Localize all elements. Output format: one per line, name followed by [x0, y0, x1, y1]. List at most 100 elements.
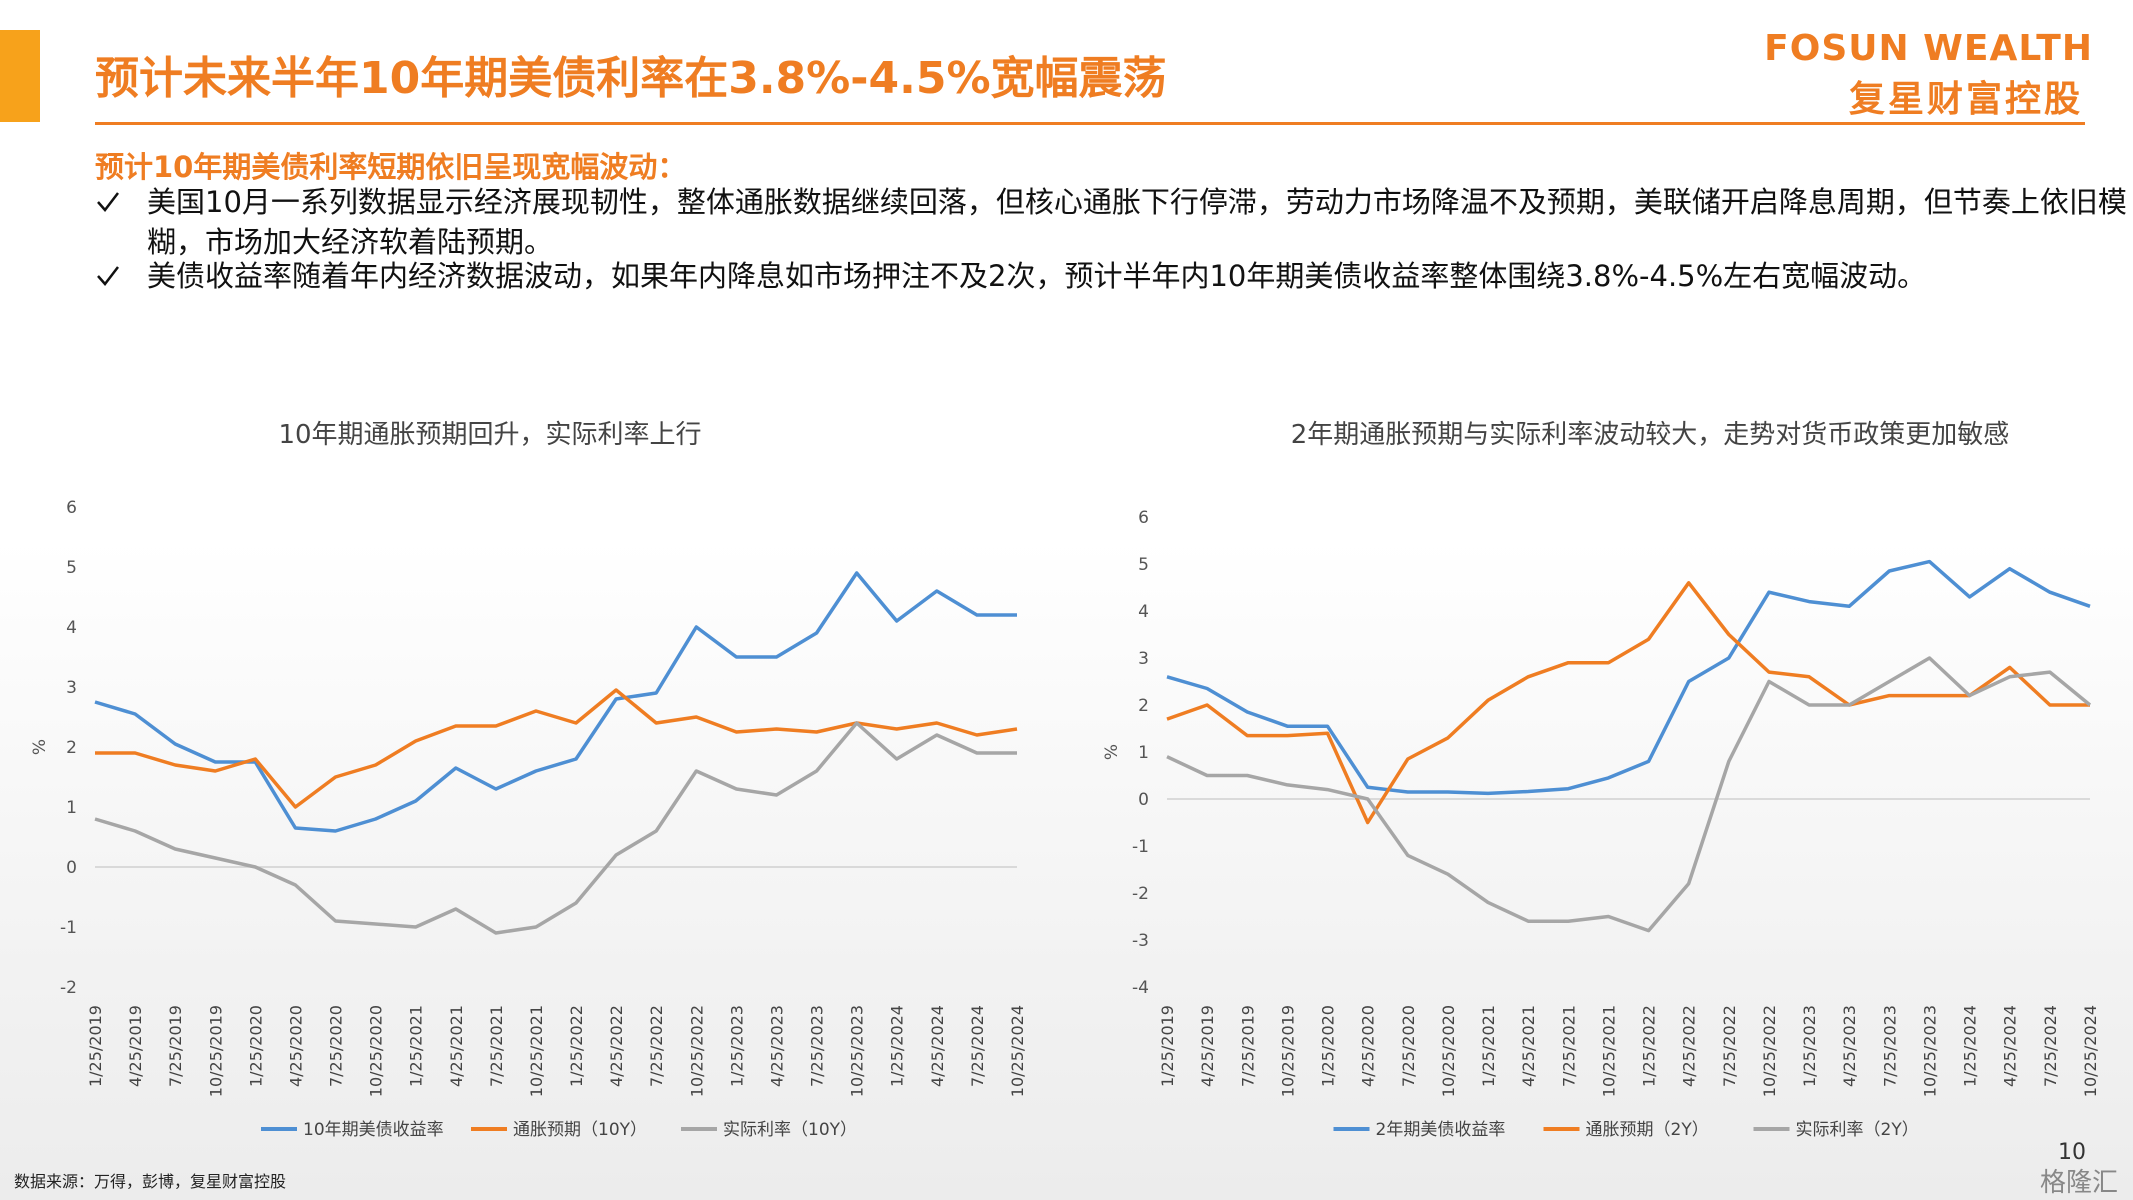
x-tick-label: 7/25/2021 — [487, 1005, 506, 1087]
x-tick-label: 7/25/2023 — [1880, 1005, 1899, 1087]
series-line — [1166, 581, 2090, 825]
x-tick-label: 4/25/2023 — [1840, 1005, 1859, 1087]
y-tick-label: -2 — [60, 978, 77, 998]
x-tick-label: 1/25/2024 — [1961, 1005, 1980, 1087]
y-tick-label: 4 — [1138, 602, 1149, 622]
source-note: 数据来源：万得，彭博，复星财富控股 — [14, 1172, 287, 1191]
x-tick-label: 1/25/2021 — [1479, 1005, 1498, 1087]
subtitle: 预计10年期美债利率短期依旧呈现宽幅波动： — [95, 150, 687, 184]
y-tick-label: 1 — [66, 798, 77, 818]
x-tick-label: 1/25/2019 — [1158, 1005, 1177, 1087]
x-tick-label: 10/25/2021 — [1599, 1005, 1618, 1097]
y-tick-label: 5 — [1138, 555, 1149, 575]
y-tick-label: 2 — [66, 738, 77, 758]
y-axis-label: % — [1102, 744, 1122, 760]
x-tick-label: 1/25/2023 — [1800, 1005, 1819, 1087]
x-tick-label: 7/25/2021 — [1559, 1005, 1578, 1087]
x-tick-label: 4/25/2019 — [1198, 1005, 1217, 1087]
series-line — [95, 688, 1018, 809]
y-tick-label: 3 — [66, 678, 77, 698]
watermark: 格隆汇 — [2040, 1168, 2119, 1198]
legend-label: 通胀预期（10Y） — [513, 1120, 647, 1140]
x-tick-label: 10/25/2021 — [527, 1005, 546, 1097]
x-tick-label: 10/25/2020 — [1439, 1005, 1458, 1097]
x-tick-label: 10/25/2023 — [1920, 1005, 1939, 1097]
x-tick-label: 7/25/2022 — [1720, 1005, 1739, 1087]
y-tick-label: -1 — [1132, 837, 1149, 857]
logo-cn: 复星财富控股 — [1848, 79, 2083, 120]
bullet-text: 美国10月一系列数据显示经济展现韧性，整体通胀数据继续回落，但核心通胀下行停滞，… — [147, 185, 2127, 259]
x-tick-label: 7/25/2020 — [327, 1005, 346, 1087]
x-tick-label: 10/25/2024 — [2081, 1005, 2100, 1097]
header-rule — [95, 122, 2085, 125]
x-tick-label: 7/25/2024 — [2041, 1005, 2060, 1087]
x-tick-label: 1/25/2023 — [727, 1005, 746, 1087]
x-tick-label: 4/25/2019 — [126, 1005, 145, 1087]
legend-label: 通胀预期（2Y） — [1586, 1120, 1709, 1140]
x-tick-label: 10/25/2020 — [367, 1005, 386, 1097]
y-axis-label: % — [30, 739, 50, 755]
x-tick-label: 4/25/2020 — [286, 1005, 305, 1087]
series-line — [1166, 559, 2091, 796]
y-tick-label: 1 — [1138, 743, 1149, 763]
x-tick-label: 7/25/2024 — [968, 1005, 987, 1087]
logo-en: FOSUN WEALTH — [1764, 28, 2093, 69]
bullet-text: 美债收益率随着年内经济数据波动，如果年内降息如市场押注不及2次，预计半年内10年… — [147, 259, 1927, 293]
x-tick-label: 10/25/2023 — [848, 1005, 867, 1097]
x-tick-label: 4/25/2022 — [1680, 1005, 1699, 1087]
x-tick-label: 1/25/2021 — [407, 1005, 426, 1087]
bullet: 美国10月一系列数据显示经济展现韧性，整体通胀数据继续回落，但核心通胀下行停滞，… — [95, 182, 2127, 262]
series-line — [1166, 656, 2092, 933]
x-tick-label: 1/25/2019 — [86, 1005, 105, 1087]
slide-title: 预计未来半年10年期美债利率在3.8%-4.5%宽幅震荡 — [95, 53, 1167, 104]
x-tick-label: 10/25/2022 — [1760, 1005, 1779, 1097]
y-tick-label: -2 — [1132, 884, 1149, 904]
x-tick-label: 4/25/2020 — [1359, 1005, 1378, 1087]
page-number: 10 — [2058, 1140, 2086, 1165]
x-tick-label: 10/25/2019 — [1278, 1005, 1297, 1097]
x-tick-label: 7/25/2019 — [166, 1005, 185, 1087]
x-tick-label: 10/25/2019 — [206, 1005, 225, 1097]
legend-label: 实际利率（2Y） — [1796, 1120, 1919, 1140]
x-tick-label: 7/25/2020 — [1399, 1005, 1418, 1087]
check-icon — [97, 266, 119, 286]
x-tick-label: 7/25/2019 — [1238, 1005, 1257, 1087]
x-tick-label: 1/25/2020 — [246, 1005, 265, 1087]
accent-bar — [0, 30, 40, 122]
y-tick-label: 4 — [66, 618, 77, 638]
x-tick-label: 4/25/2024 — [928, 1005, 947, 1087]
x-tick-label: 4/25/2022 — [607, 1005, 626, 1087]
y-tick-label: 2 — [1138, 696, 1149, 716]
x-tick-label: 10/25/2022 — [687, 1005, 706, 1097]
x-tick-label: 1/25/2022 — [567, 1005, 586, 1087]
y-tick-label: 5 — [66, 558, 77, 578]
x-tick-label: 4/25/2024 — [2001, 1005, 2020, 1087]
x-tick-label: 4/25/2023 — [767, 1005, 786, 1087]
x-tick-label: 4/25/2021 — [1519, 1005, 1538, 1087]
x-tick-label: 4/25/2021 — [447, 1005, 466, 1087]
y-tick-label: 6 — [1138, 508, 1149, 528]
legend-label: 2年期美债收益率 — [1376, 1120, 1506, 1140]
y-tick-label: -1 — [60, 918, 77, 938]
bullet: 美债收益率随着年内经济数据波动，如果年内降息如市场押注不及2次，预计半年内10年… — [95, 256, 2127, 296]
x-tick-label: 1/25/2020 — [1319, 1005, 1338, 1087]
series-line — [94, 721, 1017, 935]
y-tick-label: -3 — [1132, 931, 1149, 951]
chart-title: 2年期通胀预期与实际利率波动较大，走势对货币政策更加敏感 — [1291, 420, 2010, 450]
x-tick-label: 1/25/2024 — [888, 1005, 907, 1087]
x-tick-label: 7/25/2022 — [647, 1005, 666, 1087]
y-tick-label: 6 — [66, 498, 77, 518]
y-tick-label: 3 — [1138, 649, 1149, 669]
legend-label: 实际利率（10Y） — [723, 1120, 857, 1140]
y-tick-label: 0 — [66, 858, 77, 878]
chart-title: 10年期通胀预期回升，实际利率上行 — [278, 420, 701, 450]
y-tick-label: -4 — [1132, 978, 1149, 998]
series-line — [94, 571, 1017, 833]
x-tick-label: 10/25/2024 — [1008, 1005, 1027, 1097]
y-tick-label: 0 — [1138, 790, 1149, 810]
x-tick-label: 1/25/2022 — [1640, 1005, 1659, 1087]
check-icon — [97, 192, 119, 212]
x-tick-label: 7/25/2023 — [808, 1005, 827, 1087]
